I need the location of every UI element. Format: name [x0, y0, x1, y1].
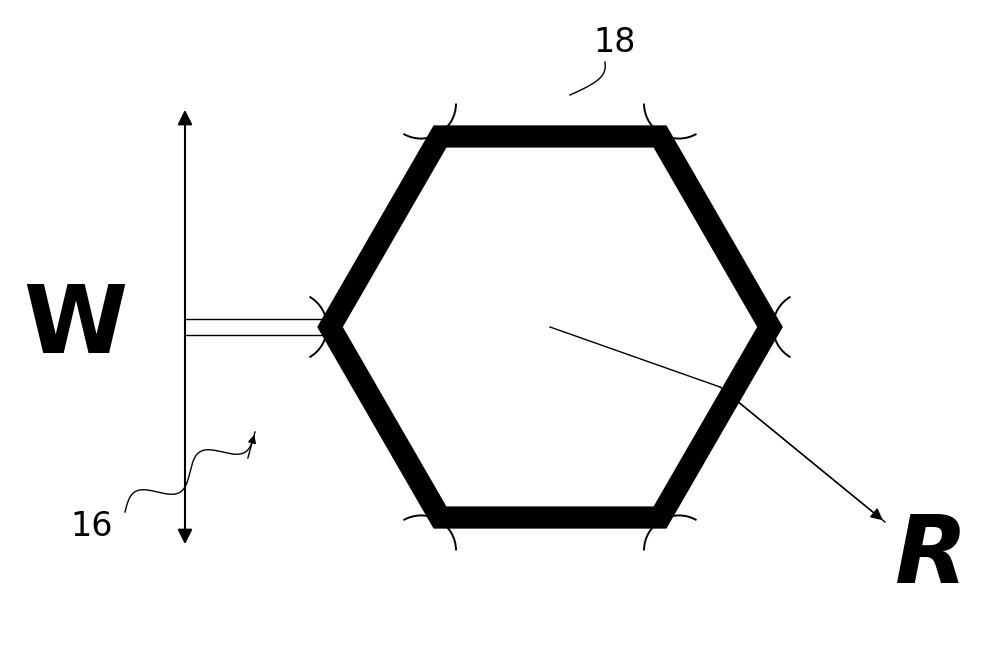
Text: 16: 16 [70, 510, 112, 544]
Polygon shape [330, 137, 770, 518]
Text: W: W [23, 281, 127, 373]
Text: 18: 18 [594, 25, 636, 59]
Text: R: R [894, 511, 966, 603]
